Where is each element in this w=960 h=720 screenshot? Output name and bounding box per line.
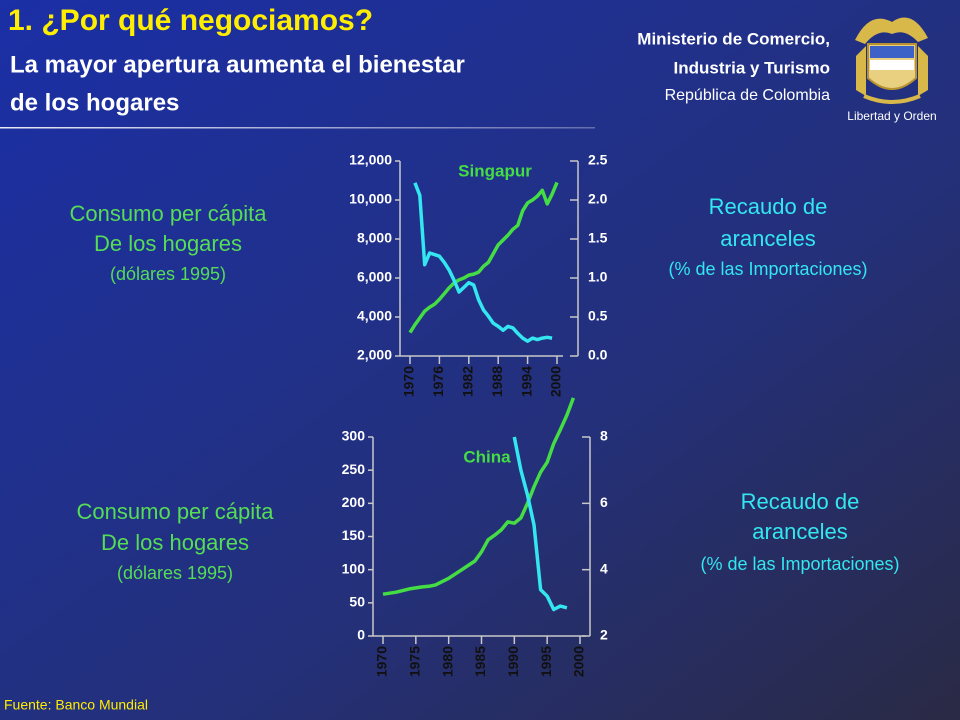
y2-tick-label: 2 bbox=[600, 627, 608, 643]
y2-tick-label: 2.0 bbox=[588, 191, 608, 207]
right-axis-label: (% de las Importaciones) bbox=[700, 554, 899, 574]
series-line bbox=[382, 397, 576, 596]
x-tick-label: 1985 bbox=[472, 646, 488, 677]
x-tick-label: 2000 bbox=[571, 646, 587, 677]
right-axis-label: Recaudo de bbox=[709, 194, 828, 219]
y-tick-label: 150 bbox=[342, 527, 366, 543]
y-tick-label: 250 bbox=[342, 461, 366, 477]
chart-title: Singapur bbox=[458, 161, 532, 180]
x-tick-label: 1980 bbox=[439, 646, 455, 677]
x-tick-label: 1994 bbox=[518, 366, 534, 397]
x-tick-label: 1970 bbox=[401, 366, 417, 397]
y2-tick-label: 0.5 bbox=[588, 308, 608, 324]
left-axis-label: Consumo per cápita bbox=[77, 499, 275, 524]
title-rule bbox=[0, 127, 595, 129]
right-axis-label: aranceles bbox=[752, 519, 847, 544]
x-tick-label: 1988 bbox=[489, 366, 505, 397]
right-axis-label: aranceles bbox=[720, 226, 815, 251]
left-axis-label: De los hogares bbox=[101, 530, 249, 555]
x-tick-label: 1982 bbox=[460, 366, 476, 397]
left-axis-label: De los hogares bbox=[94, 231, 242, 256]
y-tick-label: 50 bbox=[349, 594, 365, 610]
left-axis-label: (dólares 1995) bbox=[110, 264, 226, 284]
y-tick-label: 4,000 bbox=[357, 308, 392, 324]
series-line bbox=[413, 182, 553, 343]
y-tick-label: 300 bbox=[342, 428, 366, 444]
y-tick-label: 2,000 bbox=[357, 347, 392, 363]
subtitle: de los hogares bbox=[10, 89, 179, 116]
chart-title: China bbox=[463, 447, 511, 466]
series-line bbox=[512, 436, 568, 612]
left-axis-label: (dólares 1995) bbox=[117, 563, 233, 583]
ministry: República de Colombia bbox=[665, 87, 831, 104]
ministry: Ministerio de Comercio, bbox=[637, 29, 830, 48]
right-axis-label: Recaudo de bbox=[741, 489, 860, 514]
x-tick-label: 2000 bbox=[548, 366, 564, 397]
y2-tick-label: 1.5 bbox=[588, 230, 608, 246]
right-axis-label: (% de las Importaciones) bbox=[668, 259, 867, 279]
y2-tick-label: 4 bbox=[600, 560, 608, 576]
left-axis-label: Consumo per cápita bbox=[70, 201, 268, 226]
y-tick-label: 12,000 bbox=[349, 152, 392, 168]
coat-of-arms bbox=[855, 17, 928, 104]
y2-tick-label: 8 bbox=[600, 428, 608, 444]
x-tick-label: 1975 bbox=[407, 646, 423, 677]
y2-tick-label: 1.0 bbox=[588, 269, 608, 285]
y2-tick-label: 2.5 bbox=[588, 152, 608, 168]
slide-title: 1. ¿Por qué negociamos? bbox=[8, 4, 373, 37]
subtitle: La mayor apertura aumenta el bienestar bbox=[10, 51, 465, 78]
y-tick-label: 8,000 bbox=[357, 230, 392, 246]
ministry: Industria y Turismo bbox=[674, 58, 831, 77]
x-tick-label: 1995 bbox=[538, 646, 554, 677]
motto: Libertad y Orden bbox=[847, 109, 936, 123]
x-tick-label: 1970 bbox=[374, 646, 390, 677]
y-tick-label: 0 bbox=[357, 627, 365, 643]
y-tick-label: 200 bbox=[342, 494, 366, 510]
y2-tick-label: 0.0 bbox=[588, 347, 608, 363]
source: Fuente: Banco Mundial bbox=[4, 697, 148, 713]
y-tick-label: 6,000 bbox=[357, 269, 392, 285]
x-tick-label: 1976 bbox=[430, 366, 446, 397]
series-line bbox=[408, 181, 559, 334]
y-tick-label: 10,000 bbox=[349, 191, 392, 207]
x-tick-label: 1990 bbox=[505, 646, 521, 677]
y2-tick-label: 6 bbox=[600, 494, 608, 510]
y-tick-label: 100 bbox=[342, 560, 366, 576]
